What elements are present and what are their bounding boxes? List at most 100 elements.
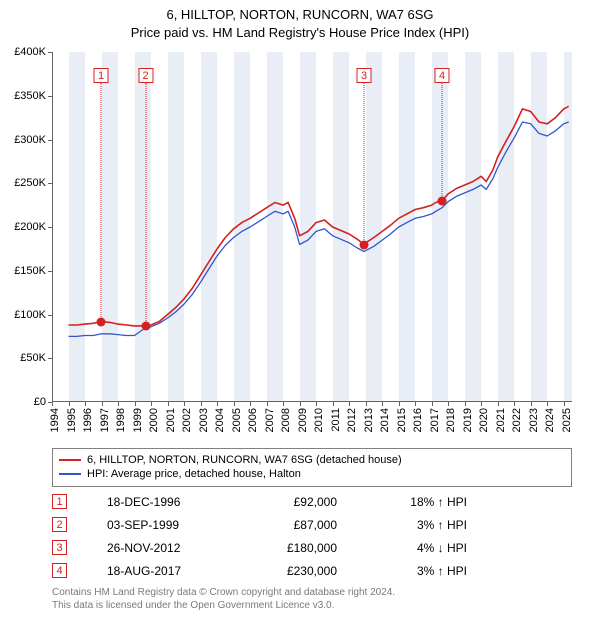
x-tick-mark xyxy=(316,402,317,406)
x-tick-label: 2005 xyxy=(231,408,243,432)
flag-marker: 1 xyxy=(94,68,109,83)
x-tick-mark xyxy=(415,402,416,406)
x-tick-mark xyxy=(168,402,169,406)
x-tick-label: 2019 xyxy=(462,408,474,432)
annotation-date: 18-AUG-2017 xyxy=(107,564,217,578)
x-tick-label: 2006 xyxy=(247,408,259,432)
x-tick-label: 2011 xyxy=(330,408,342,432)
x-tick-mark xyxy=(234,402,235,406)
x-tick-mark xyxy=(300,402,301,406)
x-tick-label: 2013 xyxy=(363,408,375,432)
annotation-pct: 3% ↑ HPI xyxy=(377,564,467,578)
x-tick-mark xyxy=(52,402,53,406)
x-tick-mark xyxy=(547,402,548,406)
annotation-pct: 4% ↓ HPI xyxy=(377,541,467,555)
y-tick-label: £0 xyxy=(34,396,46,408)
x-tick-mark xyxy=(514,402,515,406)
annotation-number: 4 xyxy=(52,563,67,578)
y-tick-label: £100K xyxy=(14,309,46,321)
y-tick-mark xyxy=(48,96,52,97)
x-tick-label: 2014 xyxy=(379,408,391,432)
x-tick-label: 2008 xyxy=(280,408,292,432)
x-tick-label: 1998 xyxy=(115,408,127,432)
x-tick-mark xyxy=(481,402,482,406)
annotation-number: 2 xyxy=(52,517,67,532)
footer-line-2: This data is licensed under the Open Gov… xyxy=(52,599,572,612)
x-tick-mark xyxy=(432,402,433,406)
x-tick-mark xyxy=(217,402,218,406)
x-tick-mark xyxy=(135,402,136,406)
sale-point-marker xyxy=(141,321,150,330)
x-tick-label: 2010 xyxy=(313,408,325,432)
sale-point-marker xyxy=(360,240,369,249)
x-tick-mark xyxy=(283,402,284,406)
x-tick-label: 2017 xyxy=(429,408,441,432)
chart-legend: 6, HILLTOP, NORTON, RUNCORN, WA7 6SG (de… xyxy=(52,448,572,487)
x-tick-mark xyxy=(69,402,70,406)
x-tick-label: 2024 xyxy=(544,408,556,432)
sale-point-marker xyxy=(438,196,447,205)
flag-drop-line xyxy=(101,83,102,317)
x-tick-label: 2012 xyxy=(346,408,358,432)
annotation-row: 4 18-AUG-2017 £230,000 3% ↑ HPI xyxy=(52,563,572,578)
x-tick-mark xyxy=(564,402,565,406)
x-tick-mark xyxy=(382,402,383,406)
x-tick-label: 2003 xyxy=(198,408,210,432)
x-tick-label: 2002 xyxy=(181,408,193,432)
x-tick-label: 2025 xyxy=(561,408,573,432)
y-tick-label: £250K xyxy=(14,177,46,189)
y-tick-mark xyxy=(48,315,52,316)
x-tick-label: 2022 xyxy=(511,408,523,432)
y-tick-mark xyxy=(48,52,52,53)
annotation-date: 03-SEP-1999 xyxy=(107,518,217,532)
annotation-price: £92,000 xyxy=(257,495,337,509)
x-tick-mark xyxy=(201,402,202,406)
annotation-price: £230,000 xyxy=(257,564,337,578)
chart-title: 6, HILLTOP, NORTON, RUNCORN, WA7 6SG Pri… xyxy=(0,0,600,41)
x-tick-label: 1994 xyxy=(49,408,61,432)
annotation-number: 3 xyxy=(52,540,67,555)
flag-drop-line xyxy=(145,83,146,321)
legend-swatch xyxy=(59,473,81,475)
x-tick-mark xyxy=(498,402,499,406)
x-tick-label: 2016 xyxy=(412,408,424,432)
x-tick-mark xyxy=(267,402,268,406)
title-line-1: 6, HILLTOP, NORTON, RUNCORN, WA7 6SG xyxy=(0,6,600,24)
y-tick-mark xyxy=(48,140,52,141)
footer-line-1: Contains HM Land Registry data © Crown c… xyxy=(52,586,572,599)
legend-row: 6, HILLTOP, NORTON, RUNCORN, WA7 6SG (de… xyxy=(59,453,565,467)
y-tick-mark xyxy=(48,183,52,184)
annotation-row: 326-NOV-2012£180,0004% ↓ HPI xyxy=(52,540,572,555)
y-tick-label: £300K xyxy=(14,134,46,146)
annotation-row: 118-DEC-1996£92,00018% ↑ HPI xyxy=(52,494,572,509)
x-tick-mark xyxy=(118,402,119,406)
x-tick-mark xyxy=(151,402,152,406)
x-tick-mark xyxy=(333,402,334,406)
page-root: 6, HILLTOP, NORTON, RUNCORN, WA7 6SG Pri… xyxy=(0,0,600,620)
y-tick-label: £150K xyxy=(14,265,46,277)
chart-plot-area: 1234 £0£50K£100K£150K£200K£250K£300K£350… xyxy=(52,52,572,402)
y-tick-mark xyxy=(48,358,52,359)
x-tick-mark xyxy=(102,402,103,406)
y-tick-mark xyxy=(48,227,52,228)
x-tick-label: 2001 xyxy=(165,408,177,432)
x-tick-mark xyxy=(399,402,400,406)
annotation-row: 203-SEP-1999£87,0003% ↑ HPI xyxy=(52,517,572,532)
x-tick-mark xyxy=(349,402,350,406)
x-tick-mark xyxy=(85,402,86,406)
y-tick-label: £200K xyxy=(14,221,46,233)
y-tick-label: £400K xyxy=(14,46,46,58)
x-tick-mark xyxy=(250,402,251,406)
x-tick-label: 2021 xyxy=(495,408,507,432)
legend-row: HPI: Average price, detached house, Halt… xyxy=(59,467,565,481)
chart-axes xyxy=(52,52,572,402)
y-tick-label: £350K xyxy=(14,90,46,102)
x-tick-label: 2020 xyxy=(478,408,490,432)
x-tick-label: 2004 xyxy=(214,408,226,432)
flag-drop-line xyxy=(364,83,365,240)
annotation-price: £87,000 xyxy=(257,518,337,532)
legend-swatch xyxy=(59,459,81,461)
x-tick-label: 2018 xyxy=(445,408,457,432)
legend-label: 6, HILLTOP, NORTON, RUNCORN, WA7 6SG (de… xyxy=(87,453,402,467)
flag-marker: 4 xyxy=(435,68,450,83)
